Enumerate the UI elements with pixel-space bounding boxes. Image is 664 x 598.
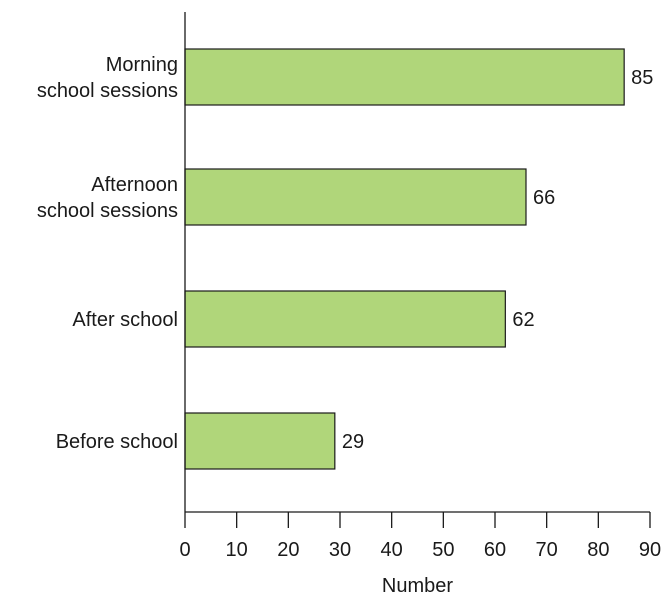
x-tick-label: 0 (179, 539, 190, 561)
data-label: 66 (533, 187, 555, 209)
value-labels-group: 85 66 62 29 (342, 67, 654, 453)
x-tick-label: 60 (484, 539, 506, 561)
category-labels-group: Morning school sessions Afternoon school se… (37, 54, 178, 453)
category-label: Morning school sessions (37, 54, 178, 102)
category-label: Before school (56, 431, 178, 453)
x-tick-label: 30 (329, 539, 351, 561)
bars-group (184, 48, 625, 470)
bar (184, 290, 506, 348)
data-label: 85 (631, 67, 653, 89)
x-tick-label: 90 (639, 539, 661, 561)
x-tick-label: 70 (536, 539, 558, 561)
bar (184, 412, 336, 470)
data-label: 62 (512, 309, 534, 331)
x-tick-label: 10 (226, 539, 248, 561)
bar (184, 48, 625, 106)
x-ticks-group (184, 512, 651, 528)
x-tick-label: 40 (381, 539, 403, 561)
x-axis-title: Number (382, 575, 453, 597)
category-label: Afternoon school sessions (37, 174, 178, 222)
x-tick-labels-group: 0 10 20 30 40 50 60 70 80 90 (179, 539, 661, 561)
x-tick-label: 20 (277, 539, 299, 561)
bar (184, 168, 527, 226)
category-label: After school (72, 309, 178, 331)
x-tick-label: 50 (432, 539, 454, 561)
x-tick-label: 80 (587, 539, 609, 561)
data-label: 29 (342, 431, 364, 453)
